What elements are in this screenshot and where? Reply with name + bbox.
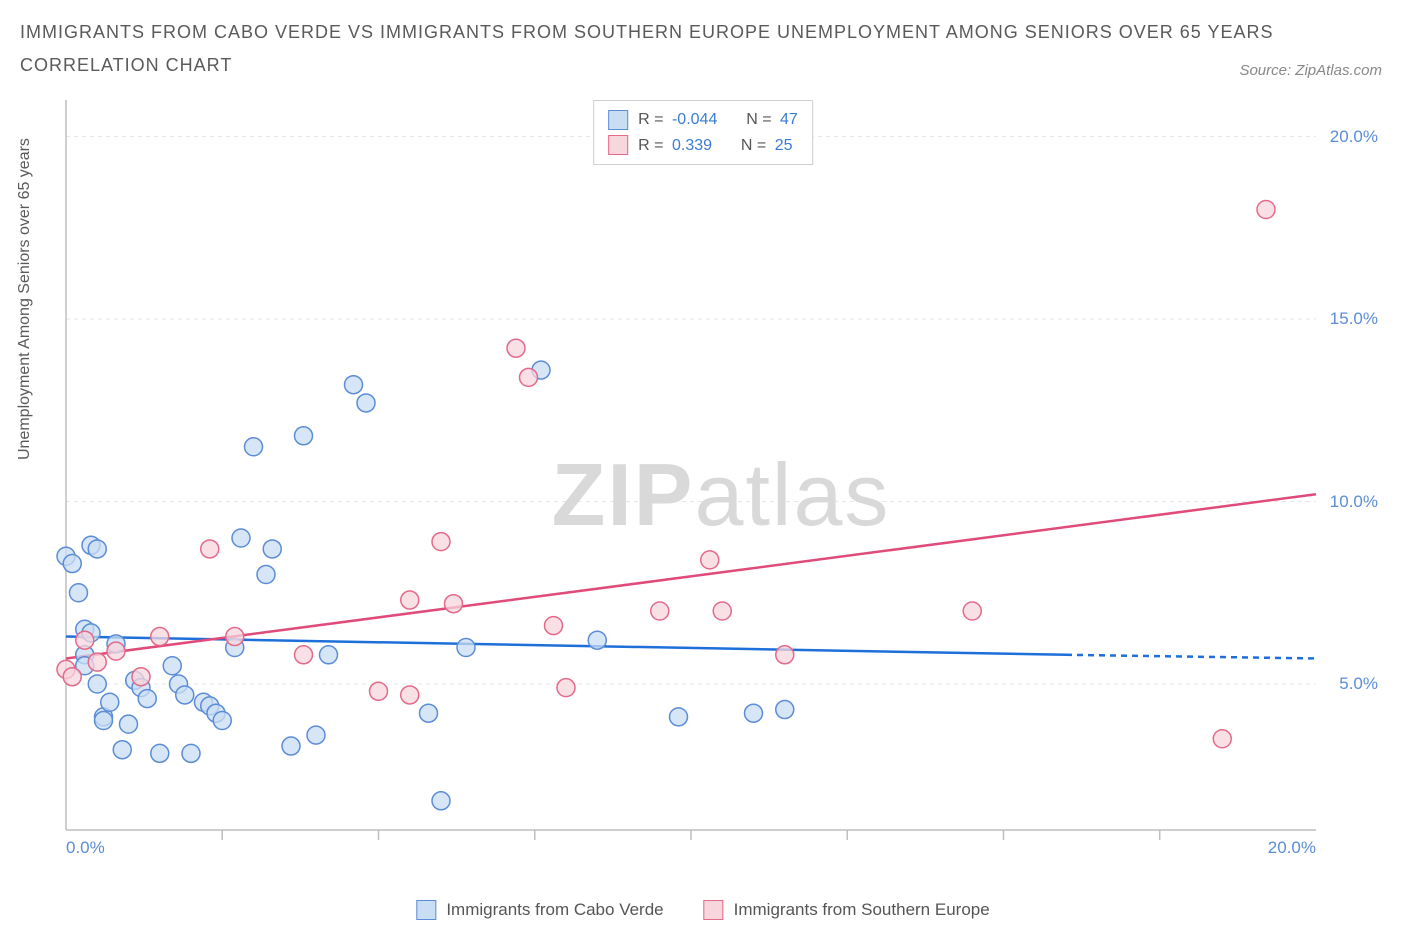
legend-label: Immigrants from Southern Europe — [734, 900, 990, 920]
source-attribution: Source: ZipAtlas.com — [1239, 62, 1382, 79]
correlation-legend: R = -0.044 N = 47 R = 0.339 N = 25 — [593, 100, 813, 165]
swatch-pink — [704, 900, 724, 920]
legend-item-blue: Immigrants from Cabo Verde — [416, 900, 663, 920]
y-axis-label: Unemployment Among Seniors over 65 years — [16, 138, 34, 460]
y-tick-label: 5.0% — [1339, 674, 1378, 694]
y-tick-label: 20.0% — [1330, 127, 1378, 147]
legend-label: Immigrants from Cabo Verde — [446, 900, 663, 920]
chart-title: IMMIGRANTS FROM CABO VERDE VS IMMIGRANTS… — [20, 18, 1386, 47]
swatch-blue — [608, 110, 628, 130]
swatch-blue — [416, 900, 436, 920]
x-tick-label: 0.0% — [66, 838, 105, 858]
x-tick-label: 20.0% — [1268, 838, 1316, 858]
legend-row-blue: R = -0.044 N = 47 — [608, 107, 798, 133]
y-tick-label: 15.0% — [1330, 309, 1378, 329]
legend-item-pink: Immigrants from Southern Europe — [704, 900, 990, 920]
legend-row-pink: R = 0.339 N = 25 — [608, 133, 798, 159]
scatter-chart-svg — [56, 100, 1386, 890]
series-legend: Immigrants from Cabo Verde Immigrants fr… — [416, 900, 989, 920]
y-tick-label: 10.0% — [1330, 492, 1378, 512]
swatch-pink — [608, 135, 628, 155]
chart-subtitle: CORRELATION CHART — [20, 55, 1386, 76]
chart-plot-area: ZIPatlas 5.0%10.0%15.0%20.0%0.0%20.0% — [56, 100, 1386, 890]
